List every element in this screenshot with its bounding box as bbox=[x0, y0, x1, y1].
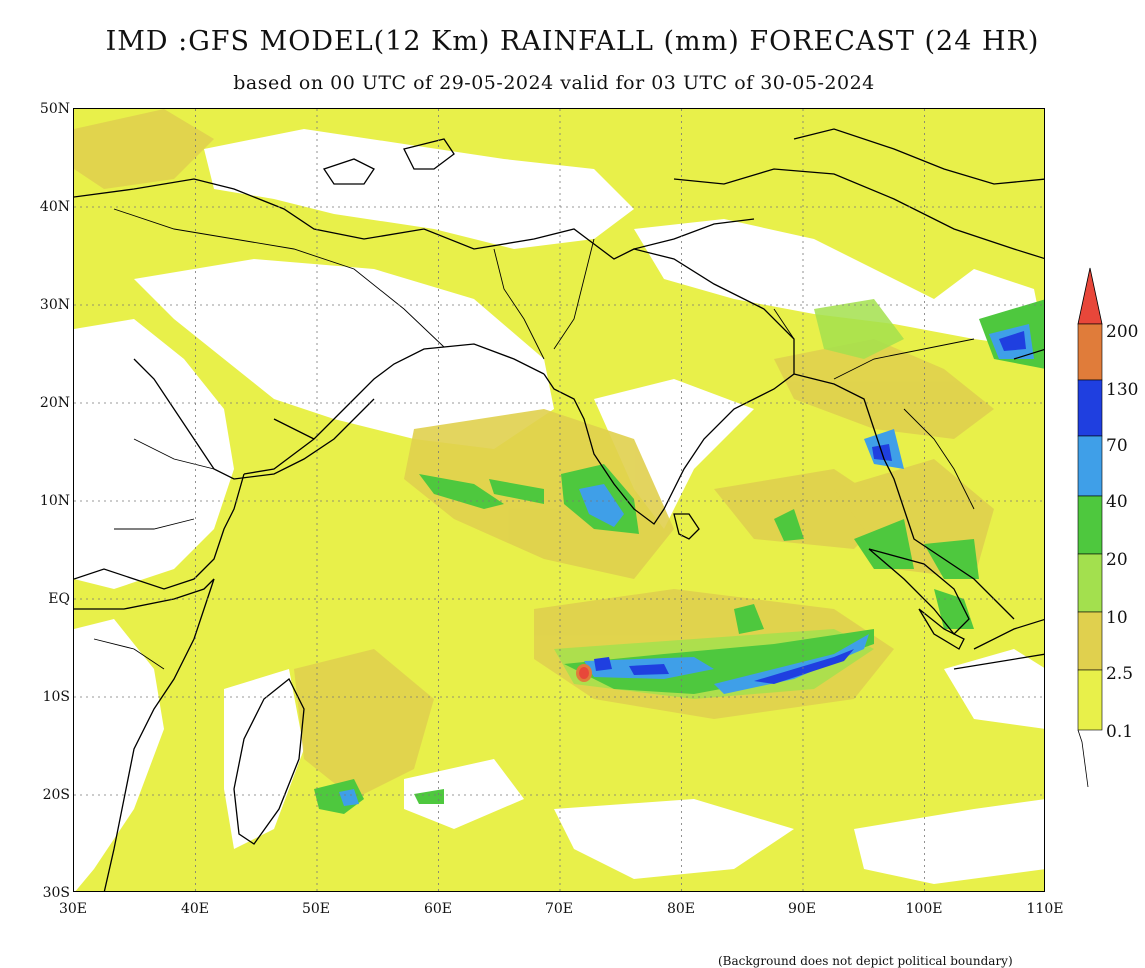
lat-label: 50N bbox=[39, 101, 70, 117]
lat-label: 30S bbox=[42, 885, 70, 901]
legend-swatch-2.5-10 bbox=[1077, 611, 1103, 671]
lat-label: EQ bbox=[48, 591, 70, 607]
legend-swatch-200plus bbox=[1077, 267, 1103, 325]
legend-label-40: 40 bbox=[1106, 492, 1128, 512]
legend-label-200: 200 bbox=[1106, 322, 1139, 342]
footnote: (Background does not depict political bo… bbox=[718, 954, 1013, 968]
lat-label: 30N bbox=[39, 297, 70, 313]
rainfall-map bbox=[73, 108, 1045, 892]
lon-label: 30E bbox=[58, 901, 88, 917]
lon-label: 110E bbox=[1026, 901, 1064, 917]
lon-label: 70E bbox=[544, 901, 574, 917]
land-boundaries bbox=[93, 208, 975, 670]
lon-label: 40E bbox=[180, 901, 210, 917]
legend-colorbar bbox=[1077, 267, 1103, 788]
legend-swatch-0.1-2.5 bbox=[1077, 669, 1103, 731]
legend-label-0.1: 0.1 bbox=[1106, 722, 1134, 742]
coastlines bbox=[74, 128, 1044, 891]
rain-70-130 bbox=[594, 331, 1026, 684]
legend-tail bbox=[1077, 729, 1089, 788]
lon-label: 80E bbox=[666, 901, 696, 917]
lat-label: 20N bbox=[39, 395, 70, 411]
legend-label-2.5: 2.5 bbox=[1106, 664, 1134, 684]
legend-label-130: 130 bbox=[1106, 380, 1139, 400]
lon-label: 90E bbox=[787, 901, 817, 917]
map-canvas bbox=[74, 109, 1044, 891]
chart-title: IMD :GFS MODEL(12 Km) RAINFALL (mm) FORE… bbox=[105, 26, 1040, 57]
lon-label: 50E bbox=[301, 901, 331, 917]
lon-label: 60E bbox=[423, 901, 453, 917]
legend-swatch-70-130 bbox=[1077, 379, 1103, 437]
legend-swatch-20-40 bbox=[1077, 495, 1103, 555]
legend-label-70: 70 bbox=[1106, 436, 1128, 456]
legend-swatch-130-200 bbox=[1077, 323, 1103, 381]
rain-extreme bbox=[576, 664, 592, 682]
lat-label: 10S bbox=[42, 689, 70, 705]
legend-swatch-40-70 bbox=[1077, 435, 1103, 497]
lat-label: 10N bbox=[39, 493, 70, 509]
legend-label-20: 20 bbox=[1106, 550, 1128, 570]
legend-label-10: 10 bbox=[1106, 608, 1128, 628]
lat-label: 20S bbox=[42, 787, 70, 803]
legend-swatch-10-20 bbox=[1077, 553, 1103, 613]
map-grid bbox=[74, 109, 1044, 891]
lon-label: 100E bbox=[905, 901, 943, 917]
chart-subtitle: based on 00 UTC of 29-05-2024 valid for … bbox=[233, 72, 875, 94]
lat-label: 40N bbox=[39, 199, 70, 215]
dry-areas bbox=[74, 129, 1044, 891]
